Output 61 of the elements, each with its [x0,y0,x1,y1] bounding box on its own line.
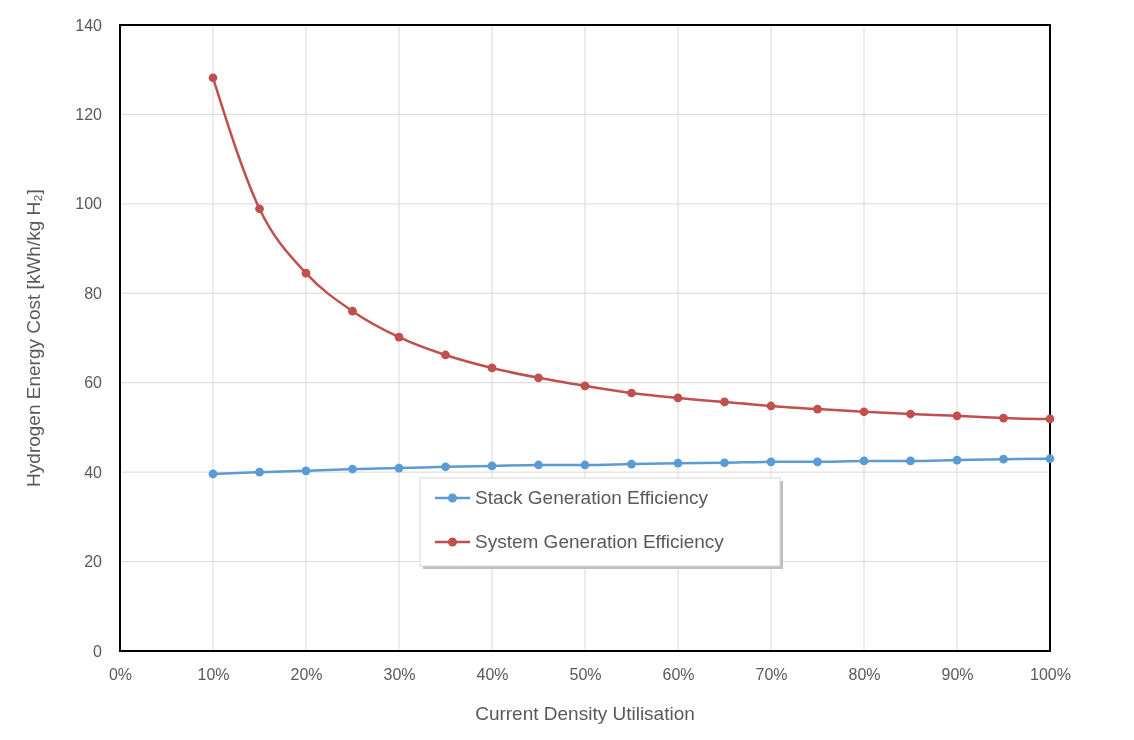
x-tick-label: 60% [662,666,695,684]
point [580,381,590,391]
point [580,460,590,470]
point [906,456,915,466]
point [534,373,543,383]
point [952,411,962,421]
point [720,458,729,468]
point [301,268,311,278]
point [348,306,357,316]
point [673,458,683,468]
point [906,409,915,419]
y-tick-label: 0 [93,642,103,660]
point [813,404,822,414]
y-tick-label: 120 [75,106,103,124]
y-tick-label: 20 [84,553,103,571]
point [627,388,636,398]
point [487,363,497,373]
x-tick-label: 90% [941,666,974,684]
legend-label: System Generation Efficiency [475,531,725,552]
point [673,393,683,403]
x-tick-label: 10% [197,666,230,684]
y-tick-label: 100 [75,195,103,213]
point [348,464,357,474]
point [301,466,311,476]
y-axis-title: Hydrogen Energy Cost [kWh/kg H₂] [23,189,44,487]
point [487,461,497,471]
point [813,457,822,467]
point [999,454,1008,464]
point [394,332,404,342]
x-tick-label: 40% [476,666,509,684]
x-tick-label: 0% [108,666,133,684]
point [441,350,450,360]
legend-label: Stack Generation Efficiency [475,487,709,508]
point [627,459,636,469]
point [720,397,729,407]
y-tick-label: 140 [75,16,103,34]
y-tick-label: 80 [84,284,103,302]
point [441,462,450,472]
point [1045,454,1055,464]
point [255,467,264,477]
point [394,463,404,473]
point [766,401,776,411]
x-tick-label: 100% [1030,666,1071,684]
point [208,73,218,83]
x-axis-title: Current Density Utilisation [475,703,695,724]
point [208,469,218,479]
x-tick-label: 30% [383,666,416,684]
y-tick-label: 40 [84,463,103,481]
point [766,457,776,467]
x-tick-label: 20% [290,666,323,684]
x-tick-label: 80% [848,666,881,684]
x-tick-label: 50% [569,666,602,684]
point [534,460,543,470]
point [999,413,1008,423]
point [952,455,962,465]
y-tick-label: 60 [84,374,103,392]
point [255,204,264,214]
point [859,456,869,466]
point [859,407,869,417]
x-tick-label: 70% [755,666,788,684]
point [1045,414,1055,424]
